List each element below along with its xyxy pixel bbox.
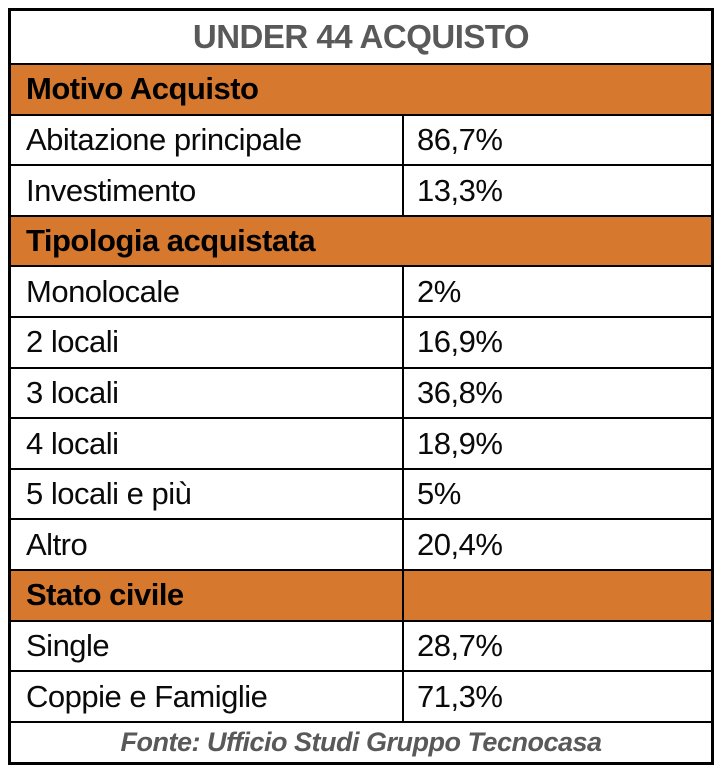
row-label: Single [26, 628, 110, 663]
section-header-label: Motivo Acquisto [26, 71, 259, 107]
table-source-row: Fonte: Ufficio Studi Gruppo Tecnocasa [11, 720, 711, 762]
row-label: Abitazione principale [26, 121, 302, 157]
row-value: 28,7% [402, 621, 711, 671]
table-row-2-locali: 2 locali 16,9% [11, 316, 711, 367]
source-note: Fonte: Ufficio Studi Gruppo Tecnocasa [120, 726, 602, 757]
table-row-investimento: Investimento 13,3% [11, 164, 711, 215]
table-row-single: Single 28,7% [11, 619, 711, 671]
row-value: 16,9% [402, 318, 711, 367]
row-label: Coppie e Famiglie [26, 678, 268, 714]
section-header-label: Tipologia acquistata [26, 223, 316, 259]
table-row-5-locali-e-piu: 5 locali e più 5% [11, 467, 711, 519]
row-label: Monolocale [26, 273, 180, 309]
row-label: Investimento [26, 172, 196, 208]
row-label: 3 locali [26, 374, 119, 410]
row-label: 5 locali e più [26, 476, 192, 512]
row-value: 86,7% [402, 115, 711, 165]
row-label: 2 locali [26, 324, 119, 360]
row-value: 13,3% [402, 166, 711, 215]
row-value: 36,8% [402, 368, 711, 418]
row-value: 5% [402, 469, 711, 519]
section-header-label: Stato civile [26, 577, 184, 613]
table-row-monolocale: Monolocale 2% [11, 265, 711, 317]
row-value: 20,4% [402, 520, 711, 570]
table-row-4-locali: 4 locali 18,9% [11, 417, 711, 468]
table-row-altro: Altro 20,4% [11, 518, 711, 570]
row-value: 2% [402, 267, 711, 317]
section-header-stato-civile: Stato civile [11, 569, 711, 620]
section-header-tipologia-acquistata: Tipologia acquistata [11, 214, 711, 266]
table-title-row: UNDER 44 ACQUISTO [11, 11, 711, 63]
section-header-motivo-acquisto: Motivo Acquisto [11, 63, 711, 114]
table-row-abitazione-principale: Abitazione principale 86,7% [11, 113, 711, 165]
row-value: 71,3% [402, 672, 711, 721]
table-row-coppie-e-famiglie: Coppie e Famiglie 71,3% [11, 670, 711, 721]
row-label: Altro [26, 526, 88, 562]
under44-acquisto-table: UNDER 44 ACQUISTO Motivo Acquisto Abitaz… [8, 8, 714, 765]
section-header-empty-cell [402, 571, 711, 620]
table-title: UNDER 44 ACQUISTO [192, 18, 530, 55]
row-value: 18,9% [402, 419, 711, 468]
table-row-3-locali: 3 locali 36,8% [11, 366, 711, 418]
row-label: 4 locali [26, 425, 119, 461]
